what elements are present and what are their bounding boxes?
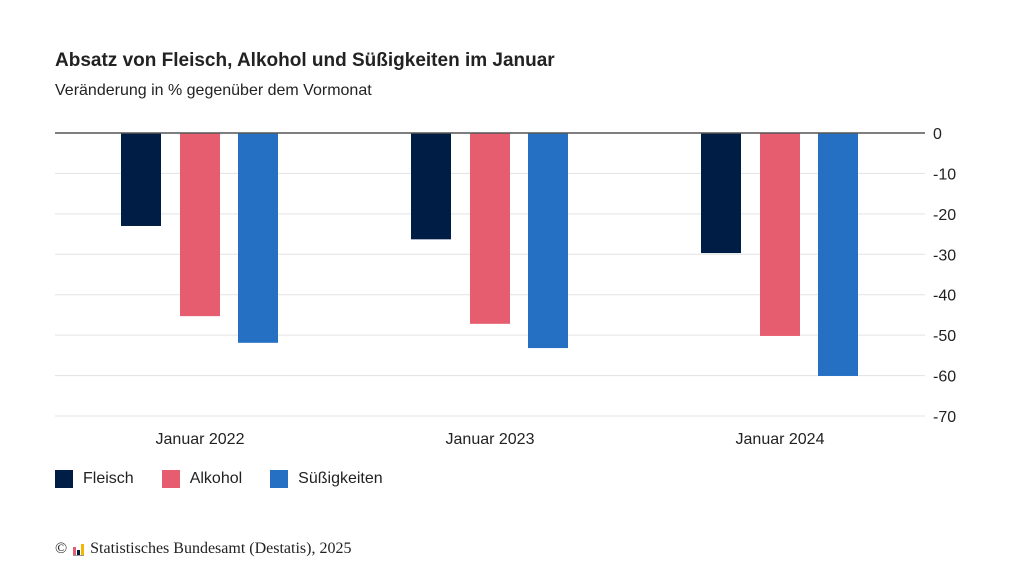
y-tick-label: -30 — [933, 247, 956, 264]
bar-süßigkeiten — [238, 133, 278, 343]
y-tick-label: -60 — [933, 369, 956, 386]
legend-label: Süßigkeiten — [298, 470, 383, 487]
y-tick-label: 0 — [933, 126, 942, 143]
legend-swatch — [161, 470, 180, 488]
source-note: © Statistisches Bundesamt (Destatis), 20… — [55, 540, 351, 558]
x-tick-label: Januar 2024 — [736, 431, 825, 448]
y-tick-label: -40 — [933, 288, 956, 305]
bar-fleisch — [701, 133, 741, 254]
chart-title: Absatz von Fleisch, Alkohol und Süßigkei… — [55, 50, 555, 71]
copyright-symbol: © — [55, 540, 68, 557]
legend-item-suessigkeiten[interactable]: Süßigkeiten — [270, 470, 383, 488]
legend-label: Alkohol — [189, 470, 243, 487]
destatis-logo-icon — [73, 543, 85, 556]
legend-swatch — [270, 470, 289, 488]
x-tick-label: Januar 2022 — [156, 431, 245, 448]
legend-item-alkohol[interactable]: Alkohol — [161, 470, 243, 488]
legend-item-fleisch[interactable]: Fleisch — [55, 470, 134, 488]
bar-alkohol — [470, 133, 510, 324]
y-tick-label: -10 — [933, 166, 956, 183]
chart-subtitle: Veränderung in % gegenüber dem Vormonat — [55, 82, 372, 99]
bar-alkohol — [760, 133, 800, 336]
x-tick-label: Januar 2023 — [446, 431, 535, 448]
legend: Fleisch Alkohol Süßigkeiten — [55, 470, 383, 488]
legend-swatch — [55, 470, 73, 488]
bar-süßigkeiten — [528, 133, 568, 349]
bar-fleisch — [121, 133, 161, 226]
y-tick-label: -50 — [933, 328, 956, 345]
y-tick-label: -70 — [933, 409, 956, 426]
bar-alkohol — [180, 133, 220, 317]
bar-fleisch — [411, 133, 451, 240]
legend-label: Fleisch — [83, 470, 134, 487]
y-tick-label: -20 — [933, 207, 956, 224]
source-text: Statistisches Bundesamt (Destatis), 2025 — [90, 540, 352, 557]
bar-süßigkeiten — [818, 133, 858, 376]
